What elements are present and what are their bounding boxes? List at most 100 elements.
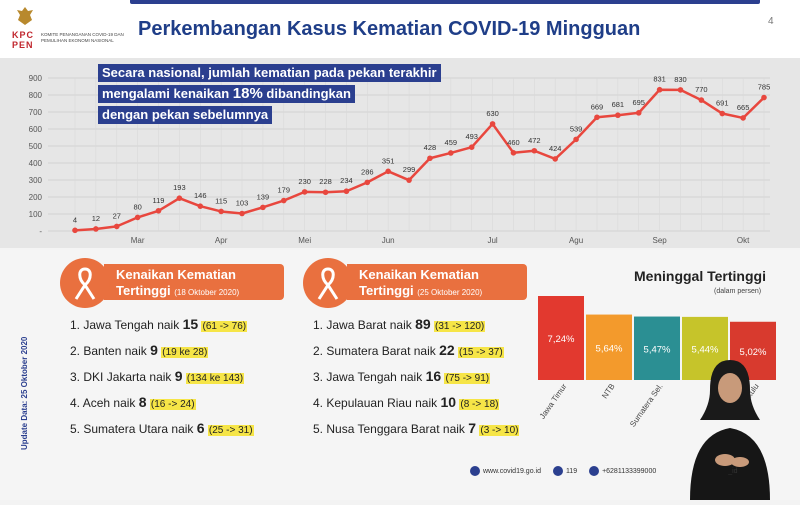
item-increase: 15	[182, 316, 199, 332]
bar	[634, 316, 680, 380]
item-number: 5.	[70, 422, 81, 436]
data-label: 286	[361, 167, 374, 176]
highest-deaths-bar-chart: 7,24% Jawa Timur 5,64% NTB 5,47% Sumatera Sel…	[538, 296, 776, 429]
footer: www.covid19.go.id 119 +6281133399000 _id	[470, 466, 800, 480]
item-detail: (15 -> 37)	[458, 347, 504, 358]
note-percent: 18%	[232, 85, 263, 102]
logo-text: KPC PEN	[12, 30, 35, 50]
y-tick-label: -	[39, 227, 42, 236]
data-point	[552, 156, 559, 162]
item-naik: naik	[157, 318, 180, 332]
item-naik: naik	[415, 396, 438, 410]
item-increase: 8	[138, 394, 147, 410]
item-increase: 9	[174, 368, 183, 384]
item-province: Sumatera Barat	[326, 344, 411, 358]
data-label: 472	[528, 136, 541, 145]
bar-value-label: 7,24%	[548, 334, 575, 345]
data-point	[218, 208, 224, 215]
ranking-box-header: Kenaikan Kematian Tertinggi (25 Oktober …	[303, 256, 533, 308]
data-point	[531, 147, 538, 154]
data-label: 4	[73, 215, 77, 224]
note-line-1: Secara nasional, jumlah kematian pada pe…	[98, 64, 441, 82]
ranking-box-subtitle-main: Tertinggi	[359, 283, 414, 298]
data-point	[301, 189, 308, 195]
page-title: Perkembangan Kasus Kematian COVID-19 Min…	[138, 18, 641, 40]
data-point	[280, 197, 287, 204]
item-increase: 7	[468, 420, 477, 436]
item-number: 2.	[70, 344, 81, 358]
data-point	[385, 168, 391, 175]
ranking-list: 1. Jawa Tengah naik 15 (61 -> 76) 2. Ban…	[70, 316, 300, 446]
page-number: 4	[768, 16, 774, 27]
data-label: 669	[591, 102, 604, 111]
ranking-box-subtitle: Tertinggi (18 Oktober 2020)	[116, 283, 239, 298]
ribbon-badge	[303, 258, 353, 308]
list-item: 3. DKI Jakarta naik 9 (134 ke 143)	[70, 368, 300, 394]
data-label: 119	[153, 196, 165, 205]
data-point	[406, 177, 412, 183]
ranking-box-title-bar: Kenaikan Kematian Tertinggi (25 Oktober …	[347, 264, 527, 300]
item-province: Kepulauan Riau	[326, 396, 412, 410]
ranking-box-18-oct: Kenaikan Kematian Tertinggi (18 Oktober …	[60, 256, 290, 441]
data-point	[176, 195, 183, 201]
data-label: 493	[465, 132, 478, 141]
sign-language-interpreter	[680, 350, 780, 500]
update-date-label: Update Data: 25 Oktober 2020	[20, 300, 36, 450]
item-province: Nusa Tenggara Barat	[326, 422, 440, 436]
data-label: 665	[737, 103, 750, 112]
y-tick-label: 100	[29, 210, 43, 219]
ranking-list: 1. Jawa Barat naik 89 (31 -> 120) 2. Sum…	[313, 316, 543, 446]
y-tick-label: 500	[29, 142, 43, 151]
data-label: 681	[612, 100, 625, 109]
interpreter-figure-icon	[690, 360, 770, 500]
item-increase: 16	[425, 368, 442, 384]
line-chart-panel: 900 800 700 600 500 400 300 200 100 - 4 12 27 80 119 19…	[0, 58, 800, 248]
item-province: Sumatera Utara	[83, 422, 169, 436]
data-point	[113, 223, 120, 230]
list-item: 1. Jawa Barat naik 89 (31 -> 120)	[313, 316, 543, 342]
data-point	[489, 121, 496, 127]
data-label: 830	[674, 75, 687, 84]
ranking-box-title: Kenaikan Kematian	[116, 267, 236, 282]
item-naik: naik	[389, 318, 412, 332]
note-line-2-end: dibandingkan	[262, 86, 351, 101]
item-detail: (19 ke 28)	[161, 347, 209, 358]
x-tick-label: Jun	[382, 236, 395, 245]
item-number: 1.	[313, 318, 324, 332]
item-detail: (8 -> 18)	[459, 399, 500, 410]
x-tick-label: Apr	[215, 236, 228, 245]
data-point	[134, 214, 141, 221]
data-point	[322, 189, 329, 196]
data-point	[761, 94, 767, 101]
data-label: 193	[173, 183, 186, 192]
data-point	[635, 110, 642, 116]
data-point	[197, 203, 204, 209]
x-tick-label: Mei	[298, 236, 311, 245]
item-naik: naik	[124, 344, 147, 358]
data-label: 424	[549, 144, 562, 153]
ranking-box-title-bar: Kenaikan Kematian Tertinggi (18 Oktober …	[104, 264, 284, 300]
data-label: 234	[340, 176, 353, 185]
y-tick-label: 700	[29, 108, 43, 117]
bar-category-label: NTB	[600, 382, 617, 400]
data-point	[72, 227, 78, 234]
bar-chart-title: Meninggal Tertinggi	[634, 268, 766, 284]
data-point	[615, 112, 621, 119]
bar-value-label: 5,02%	[740, 347, 767, 358]
data-point	[343, 188, 350, 195]
bar-category-label: Sumatera Sel.	[628, 382, 664, 429]
data-label: 770	[695, 85, 708, 94]
item-detail: (3 -> 10)	[479, 425, 520, 436]
item-province: Jawa Tengah	[326, 370, 397, 384]
item-number: 1.	[70, 318, 81, 332]
garuda-emblem-icon	[17, 7, 33, 25]
data-label: 630	[486, 109, 499, 118]
bar-category-label: Jawa Timur	[538, 382, 569, 421]
data-point	[427, 155, 433, 162]
data-label: 228	[319, 177, 332, 186]
data-point	[93, 226, 99, 232]
data-point	[155, 207, 162, 214]
item-detail: (61 -> 76)	[201, 321, 248, 332]
data-point	[656, 86, 663, 93]
x-tick-label: Okt	[737, 236, 750, 245]
